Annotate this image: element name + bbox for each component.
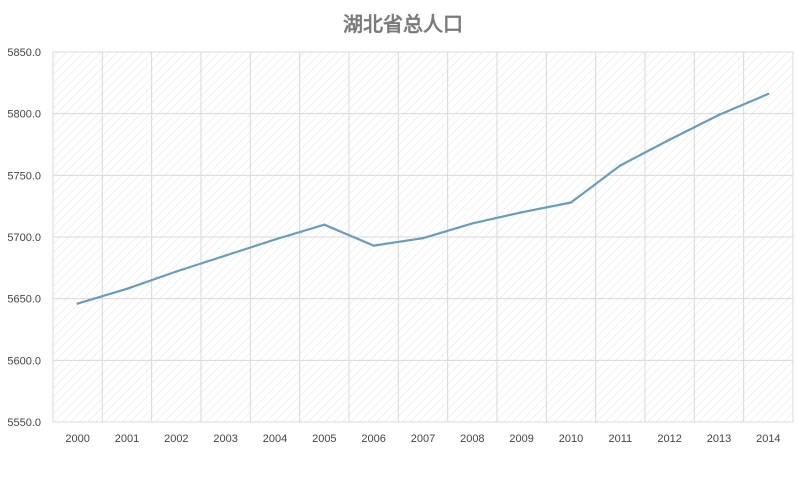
x-tick-label: 2000	[65, 433, 89, 445]
x-tick-label: 2001	[115, 433, 139, 445]
chart-title: 湖北省总人口	[343, 12, 463, 36]
data-point	[76, 302, 79, 305]
data-point	[471, 222, 474, 225]
x-tick-label: 2003	[213, 433, 237, 445]
gridlines	[52, 51, 794, 423]
y-tick-label: 5750.0	[7, 170, 41, 182]
data-point	[569, 201, 573, 204]
x-tick-label: 2006	[361, 433, 385, 445]
y-tick-label: 5650.0	[7, 294, 41, 306]
y-tick-label: 5550.0	[7, 417, 41, 429]
data-point	[224, 254, 227, 257]
data-point	[668, 138, 671, 141]
series-layer	[76, 92, 770, 305]
data-point	[125, 287, 129, 290]
data-point	[767, 92, 770, 96]
y-tick-label: 5600.0	[7, 355, 41, 367]
x-tick-label: 2002	[164, 433, 188, 445]
x-tick-label: 2005	[312, 433, 336, 445]
y-tick-label: 5800.0	[7, 109, 41, 121]
x-tick-label: 2011	[609, 433, 633, 445]
data-point	[273, 238, 277, 241]
y-tick-label: 5700.0	[7, 232, 41, 244]
x-tick-label: 2004	[263, 433, 287, 445]
data-point	[717, 113, 721, 117]
data-point	[323, 223, 326, 226]
data-point	[175, 270, 178, 273]
data-point	[421, 237, 425, 240]
data-point	[520, 211, 523, 214]
x-tick-label: 2013	[707, 433, 731, 445]
x-tick-label: 2007	[411, 433, 435, 445]
data-point	[619, 164, 622, 167]
axes: 5550.0 5600.0 5650.0 5700.0 5750.0 5800.0 5850…	[7, 47, 780, 445]
x-tick-label: 2012	[657, 433, 681, 445]
x-tick-label: 2009	[509, 433, 533, 445]
x-tick-label: 2008	[460, 433, 484, 445]
x-tick-label: 2010	[559, 433, 583, 445]
x-tick-label: 2014	[756, 433, 780, 445]
data-point	[372, 244, 375, 247]
y-tick-label: 5850.0	[7, 47, 41, 59]
